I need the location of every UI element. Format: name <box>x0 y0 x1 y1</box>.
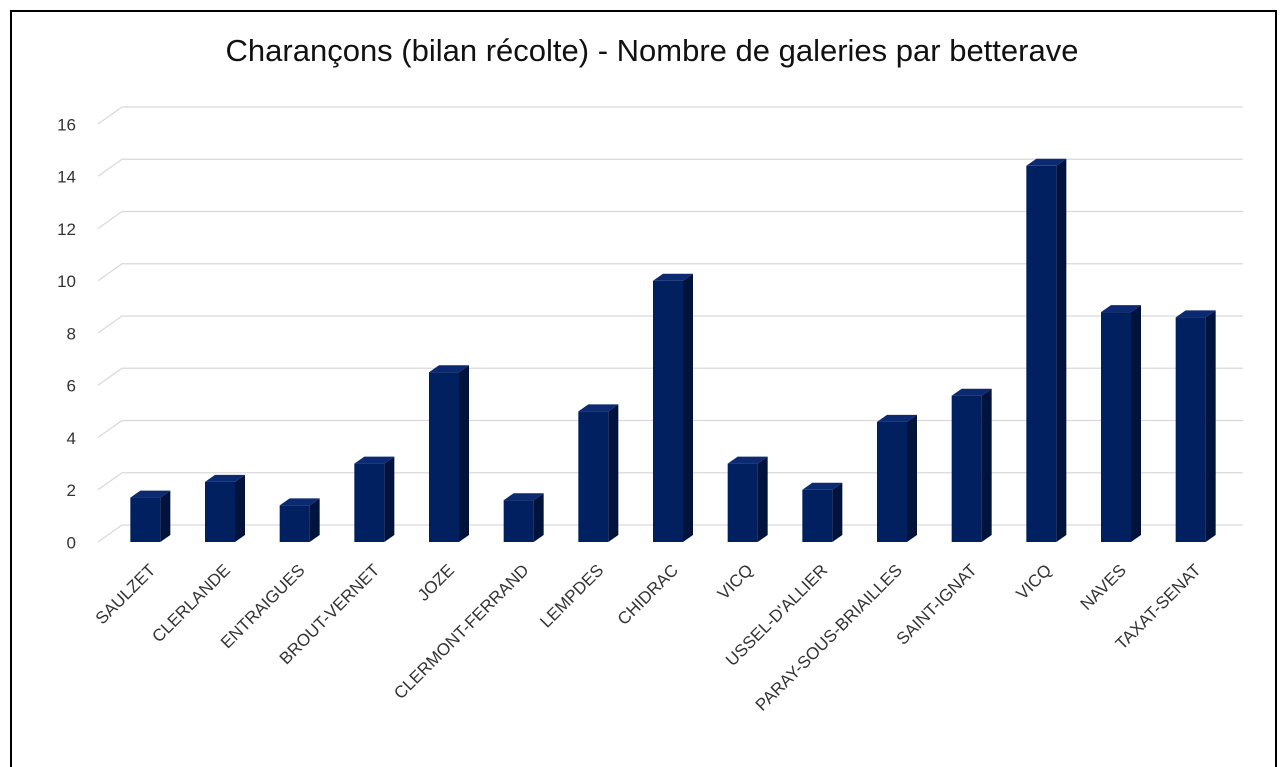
bar-front <box>578 411 609 542</box>
bar-top <box>429 365 469 373</box>
bar-front <box>951 395 982 542</box>
grid-line <box>97 315 1243 334</box>
y-tick-label: 10 <box>57 272 76 291</box>
bar-top <box>578 404 619 412</box>
bar-front <box>1175 317 1206 542</box>
bar <box>1101 305 1141 542</box>
frame <box>10 10 1277 767</box>
bar <box>503 493 544 542</box>
bar-top <box>205 474 245 482</box>
bar <box>877 414 917 542</box>
bar-side <box>683 273 693 542</box>
bar-front <box>429 372 459 542</box>
grid-line <box>97 210 1243 230</box>
bar-side <box>757 456 768 542</box>
bar-front <box>354 463 385 542</box>
bar-front <box>802 489 833 542</box>
bar-front <box>205 481 235 542</box>
bar <box>653 273 693 542</box>
y-tick-label: 16 <box>57 115 76 134</box>
y-tick-label: 14 <box>57 168 76 187</box>
bar-front <box>503 500 534 542</box>
bar <box>1026 158 1067 543</box>
y-tick-label: 0 <box>67 533 76 552</box>
bar <box>578 404 619 542</box>
grid-line <box>97 472 1243 491</box>
bar-side <box>832 482 843 542</box>
bar-side <box>1131 305 1141 542</box>
bar-side <box>533 493 544 542</box>
bar-top <box>279 498 320 506</box>
bar <box>727 456 768 542</box>
bar-top <box>951 388 992 396</box>
y-tick-label: 12 <box>57 220 76 239</box>
bar-top <box>354 456 395 464</box>
bar-top <box>1175 310 1216 318</box>
bar <box>429 365 469 542</box>
bar-top <box>1101 305 1141 313</box>
bar <box>802 482 843 542</box>
grid-line <box>97 263 1243 282</box>
bar <box>951 388 992 542</box>
bar-top <box>130 490 171 498</box>
bar-side <box>1205 310 1216 542</box>
bar-front <box>653 280 683 542</box>
grid-line <box>97 419 1243 439</box>
grid-line <box>97 158 1243 177</box>
bar-front <box>279 505 310 542</box>
bar <box>130 490 171 542</box>
bar-side <box>160 490 171 542</box>
grid-line <box>97 106 1243 125</box>
bar-side <box>459 365 469 542</box>
bar-side <box>384 456 395 542</box>
bar-front <box>1101 312 1131 542</box>
bar <box>205 474 245 542</box>
bar <box>279 498 320 542</box>
bar-side <box>235 474 245 542</box>
bar-top <box>653 273 693 281</box>
bar-top <box>802 482 843 490</box>
grid-line <box>97 367 1243 386</box>
bar-side <box>1056 158 1067 543</box>
bar-side <box>981 388 992 542</box>
chart-title: Charançons (bilan récolte) - Nombre de g… <box>226 33 1079 68</box>
bar-side <box>907 414 917 542</box>
bar-front <box>727 463 758 542</box>
bar-top <box>877 414 917 422</box>
bar-top <box>1026 158 1067 166</box>
bar-side <box>608 404 619 542</box>
bar-top <box>727 456 768 464</box>
bar-front <box>1026 165 1057 543</box>
y-tick-label: 4 <box>67 429 76 448</box>
bar-side <box>309 498 320 542</box>
bar <box>354 456 395 542</box>
bar <box>1175 310 1216 542</box>
grid-line <box>97 524 1243 543</box>
bar-top <box>503 493 544 501</box>
y-tick-label: 2 <box>67 481 76 500</box>
bar-front <box>877 421 907 542</box>
bar-front <box>130 497 161 542</box>
y-tick-label: 8 <box>67 324 76 343</box>
y-tick-label: 6 <box>67 377 76 396</box>
